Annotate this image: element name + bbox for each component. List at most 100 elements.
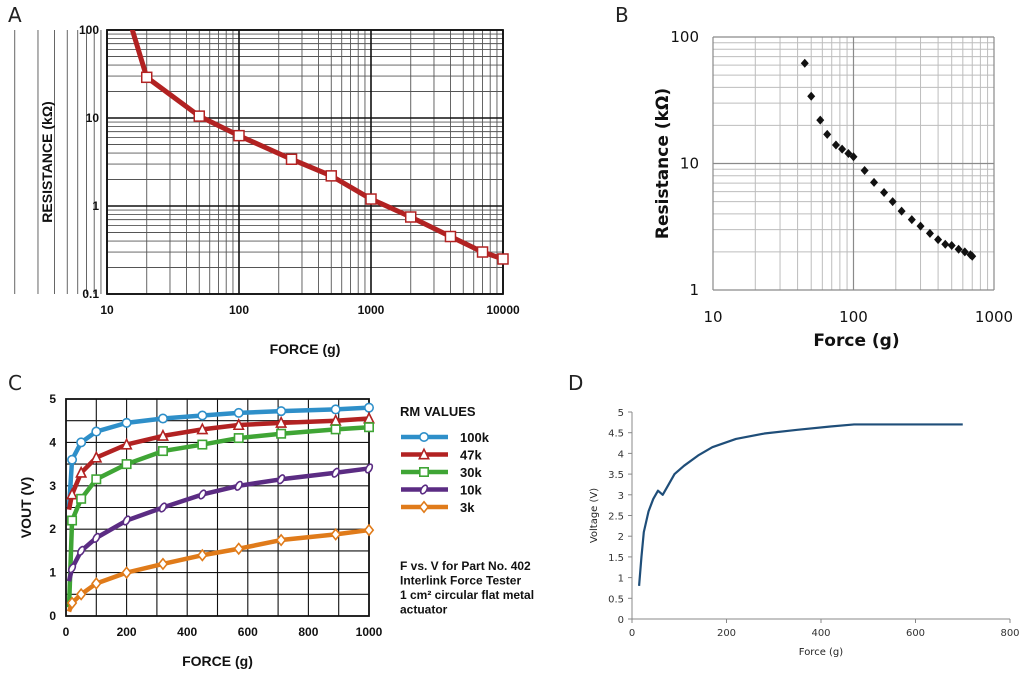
y-tick-label: 3 (49, 479, 56, 493)
x-tick-label: 800 (298, 625, 318, 639)
data-point (888, 197, 897, 207)
chart-note-line: actuator (400, 603, 448, 617)
data-point (67, 515, 78, 526)
x-tick-label: 10000 (486, 303, 520, 317)
data-point (67, 563, 77, 574)
panel-d-label: D (568, 371, 583, 395)
data-point (193, 110, 206, 122)
data-point (816, 115, 825, 125)
data-point (197, 410, 208, 421)
y-axis-title: VOUT (V) (18, 477, 34, 538)
chart-note-line: Interlink Force Tester (400, 574, 521, 588)
series-line-30k (66, 424, 370, 608)
legend-label: 100k (460, 430, 490, 445)
data-point (92, 532, 101, 543)
y-tick-label: 0 (49, 609, 56, 623)
y-tick-label: 100 (79, 23, 99, 37)
x-axis-title: Force (g) (813, 331, 899, 351)
data-point (67, 454, 78, 465)
data-point (121, 459, 132, 470)
data-point (234, 480, 243, 491)
data-point (330, 404, 341, 415)
data-point (860, 166, 869, 176)
data-point (91, 474, 102, 485)
data-point (880, 187, 889, 197)
data-point (91, 426, 102, 437)
data-point (233, 407, 244, 418)
data-point (157, 557, 169, 571)
data-point (330, 424, 341, 435)
panel-d-chart: 0 200 400 600 800 5 4.5 4 3.5 3 2.5 2 1.5 1 0.5 0 Force … (589, 408, 1020, 658)
y-tick-label: 1 (92, 199, 99, 213)
data-point (121, 566, 132, 580)
data-point (363, 523, 375, 537)
data-point (76, 493, 87, 504)
series-line-3k (66, 527, 370, 613)
y-axis-title: Resistance (kΩ) (653, 88, 673, 239)
data-point (444, 230, 457, 243)
legend-label: 3k (460, 500, 475, 515)
y-tick-label: 4 (618, 449, 624, 460)
y-tick-label: 2 (49, 522, 56, 536)
data-point (330, 527, 341, 541)
data-point (941, 239, 950, 249)
data-point (925, 228, 934, 238)
data-point (419, 484, 429, 495)
x-tick-label: 1000 (356, 625, 383, 639)
data-point (907, 215, 916, 225)
panel-b-label: B (615, 3, 629, 27)
data-point (276, 428, 287, 439)
data-point (916, 221, 925, 231)
panel-c-chart: 0 200 400 600 800 1000 5 4 3 2 1 0 FORCE (g) VOUT (V)… (18, 392, 534, 669)
x-axis-title: Force (g) (799, 647, 843, 658)
data-point (198, 489, 207, 500)
x-tick-label: 400 (811, 628, 830, 639)
data-point (66, 596, 78, 610)
y-tick-label: 1 (49, 566, 56, 580)
panel-a-label: A (8, 3, 22, 27)
data-point (197, 548, 208, 562)
data-point (91, 576, 102, 590)
data-point (233, 433, 244, 444)
data-point (418, 431, 429, 442)
y-tick-label: 2 (618, 532, 624, 543)
legend-title: RM VALUES (400, 404, 476, 419)
data-point (947, 240, 956, 250)
y-tick-label: 5 (618, 408, 624, 419)
panel-a-chart: 10 100 1000 10000 100 10 1 0.1 FORCE (g) RESISTAN… (14, 23, 520, 357)
data-point (276, 406, 287, 417)
data-point (870, 177, 879, 187)
x-tick-label: 10 (100, 303, 114, 317)
data-point (197, 439, 208, 450)
x-tick-label: 1000 (358, 303, 385, 317)
y-axis-title: Voltage (V) (589, 488, 600, 543)
data-point (233, 129, 245, 142)
data-point (844, 148, 853, 158)
data-point (157, 446, 168, 457)
y-axis-title: RESISTANCE (kΩ) (39, 101, 55, 222)
data-point (934, 235, 943, 245)
y-tick-label: 0.5 (608, 594, 624, 605)
x-tick-label: 10 (703, 308, 722, 326)
data-point (418, 466, 429, 477)
y-tick-label: 3.5 (608, 470, 624, 481)
data-point (77, 545, 86, 556)
y-tick-label: 1.5 (608, 553, 624, 564)
y-tick-label: 1 (689, 281, 699, 299)
x-tick-label: 200 (717, 628, 736, 639)
data-point (90, 450, 103, 463)
data-point (75, 587, 87, 601)
x-tick-label: 1000 (975, 308, 1013, 326)
data-point (968, 251, 977, 261)
data-point (331, 467, 340, 478)
data-point (285, 153, 298, 165)
y-tick-label: 4.5 (608, 429, 624, 440)
data-point (66, 487, 79, 500)
x-tick-label: 0 (63, 625, 70, 639)
data-point (75, 465, 88, 478)
data-point (363, 422, 374, 433)
data-point (823, 129, 832, 139)
x-tick-label: 200 (117, 625, 137, 639)
